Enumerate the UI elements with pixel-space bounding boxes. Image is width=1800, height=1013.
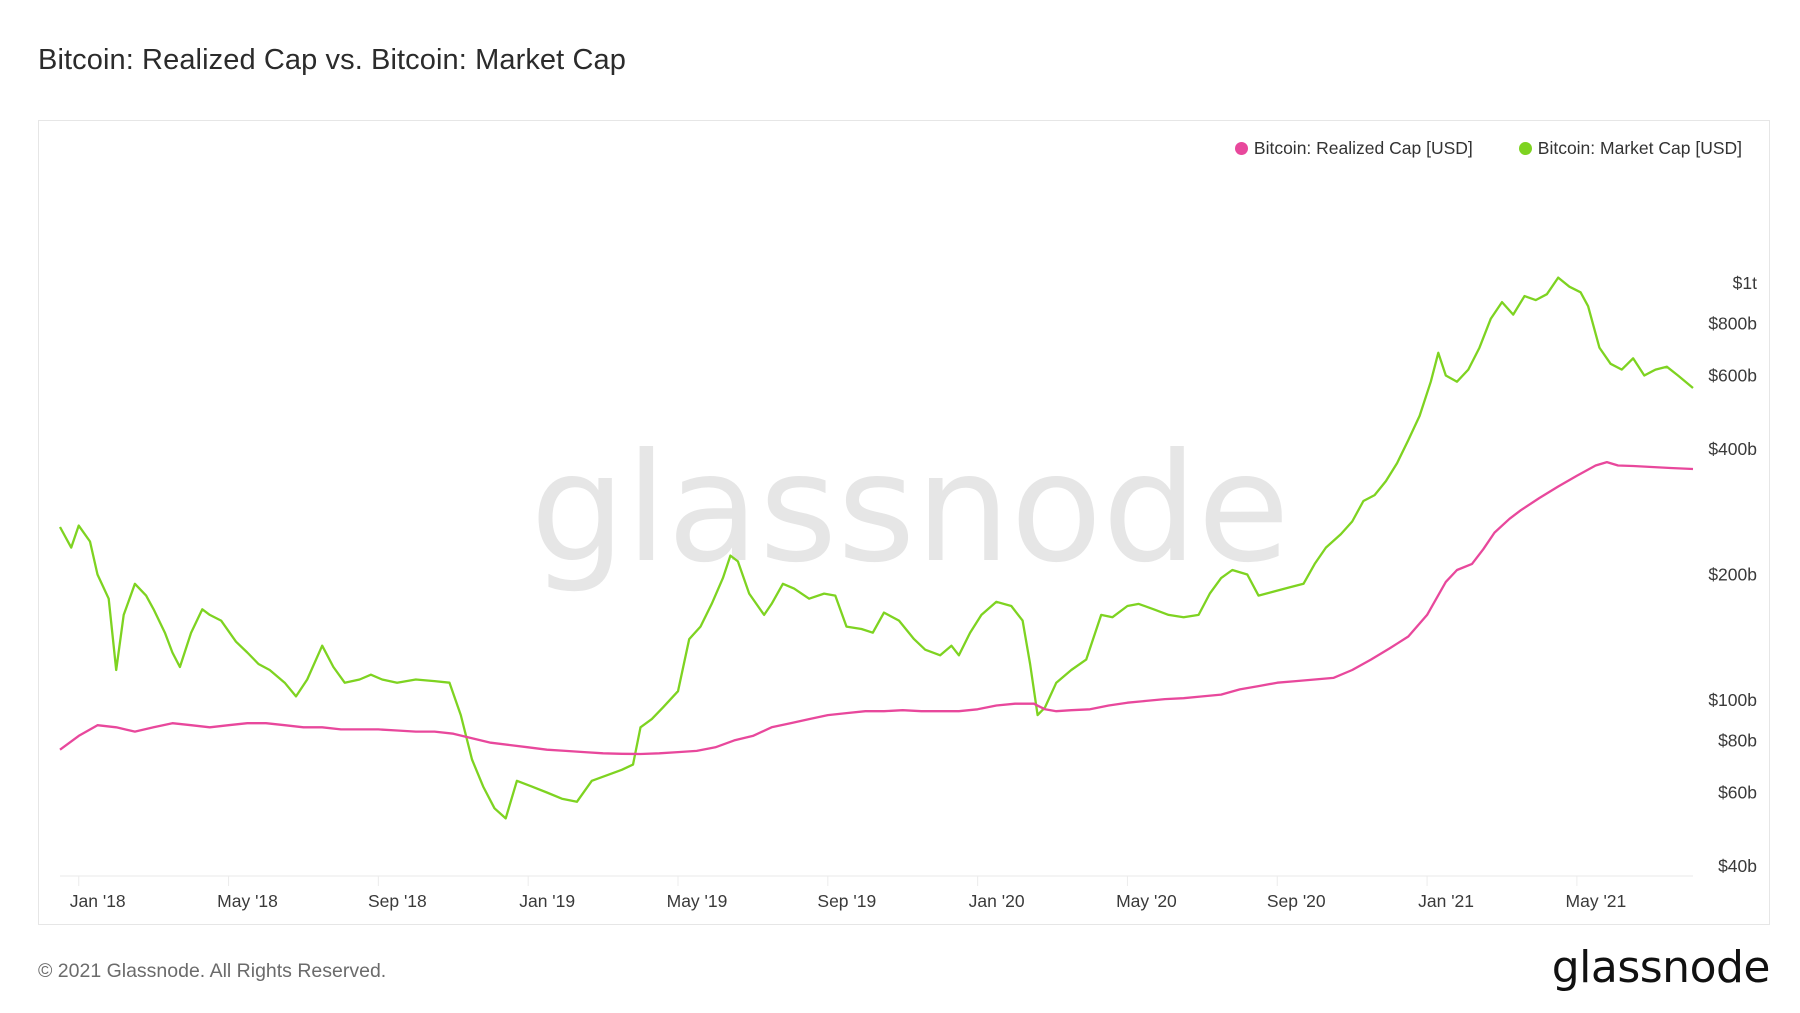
copyright-text: © 2021 Glassnode. All Rights Reserved. [38, 960, 387, 982]
watermark-logo: glassnode [530, 422, 1289, 596]
chart-legend: Bitcoin: Realized Cap [USD] Bitcoin: Mar… [1234, 138, 1742, 159]
x-tick-label: Sep '20 [1267, 891, 1326, 911]
market-cap-dot-icon [1518, 142, 1532, 155]
x-tick-label: Jan '20 [969, 891, 1025, 911]
legend-item-market-cap[interactable]: Bitcoin: Market Cap [USD] [1518, 138, 1742, 159]
x-tick-label: Sep '18 [368, 891, 427, 911]
market-cap-line [58, 276, 1694, 820]
legend-label: Bitcoin: Realized Cap [USD] [1253, 138, 1473, 158]
y-tick-label: $100b [1708, 690, 1757, 710]
x-tick-label: May '20 [1116, 891, 1177, 911]
y-tick-label: $600b [1708, 366, 1757, 386]
x-axis: Jan '18 May '18 Sep '18 Jan '19 May '19 Sep '… [70, 876, 1626, 911]
x-tick-label: Sep '19 [817, 891, 876, 911]
x-tick-label: May '19 [667, 891, 728, 911]
y-tick-label: $1t [1733, 273, 1757, 293]
y-tick-label: $400b [1708, 439, 1757, 459]
page-title: Bitcoin: Realized Cap vs. Bitcoin: Marke… [38, 44, 626, 76]
glassnode-logo[interactable]: glassnode [1551, 942, 1771, 993]
y-tick-label: $40b [1718, 856, 1757, 876]
y-tick-label: $200b [1708, 564, 1757, 584]
y-axis: $1t $800b $600b $400b $200b $100b $80b $60b $40b [1708, 273, 1757, 876]
chart-frame [38, 120, 1770, 925]
realized-cap-dot-icon [1234, 142, 1248, 155]
legend-item-realized-cap[interactable]: Bitcoin: Realized Cap [USD] [1234, 138, 1473, 159]
x-tick-label: May '21 [1566, 891, 1627, 911]
x-tick-label: May '18 [217, 891, 278, 911]
y-tick-label: $60b [1718, 783, 1757, 803]
y-tick-label: $80b [1718, 730, 1757, 750]
y-tick-label: $800b [1708, 313, 1757, 333]
x-tick-label: Jan '18 [70, 891, 126, 911]
x-tick-label: Jan '21 [1418, 891, 1474, 911]
x-tick-label: Jan '19 [519, 891, 575, 911]
realized-cap-line [59, 460, 1694, 756]
legend-label: Bitcoin: Market Cap [USD] [1537, 138, 1742, 158]
